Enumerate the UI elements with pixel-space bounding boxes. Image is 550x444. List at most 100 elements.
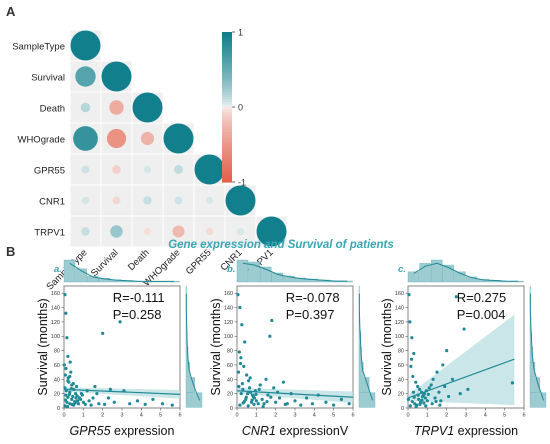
colorbar-segment <box>222 152 232 156</box>
colorbar-segment <box>222 132 232 136</box>
colorbar-segment <box>222 49 232 53</box>
hist-top-bar <box>454 271 466 283</box>
data-point <box>95 392 99 396</box>
data-point <box>426 392 430 396</box>
colorbar-segment <box>222 174 232 178</box>
x-tick-label: 4 <box>313 413 316 419</box>
hist-top-bar <box>407 271 420 283</box>
colorbar-segment <box>222 92 232 96</box>
data-point <box>416 384 420 389</box>
data-point <box>103 402 107 407</box>
data-point <box>416 393 420 397</box>
hist-top-bar <box>419 263 431 283</box>
x-tick-label: 5 <box>332 413 335 419</box>
data-point <box>434 399 438 404</box>
y-axis-label: Survival (months) <box>380 298 394 395</box>
x-tick-label: 6 <box>178 413 181 419</box>
data-point <box>66 376 70 380</box>
data-point <box>76 402 81 406</box>
data-point <box>62 363 66 367</box>
y-tick-label: 40 <box>227 377 233 383</box>
y-tick-label: 120 <box>395 320 404 326</box>
data-point <box>289 392 293 396</box>
data-point <box>151 397 155 401</box>
y-tick-label: 40 <box>398 377 404 383</box>
data-point <box>65 404 70 409</box>
data-point <box>258 383 262 387</box>
data-point <box>68 360 72 364</box>
data-point <box>78 397 83 401</box>
colorbar-segment <box>222 134 232 138</box>
data-point <box>439 399 443 403</box>
data-point <box>305 396 309 400</box>
y-tick-label: 140 <box>395 306 404 312</box>
colorbar-segment <box>222 162 232 166</box>
y-axis-label: Survival (months) <box>36 298 50 395</box>
data-point <box>420 394 425 399</box>
colorbar-segment <box>222 44 232 48</box>
data-point <box>97 402 101 406</box>
data-point <box>108 387 112 391</box>
y-tick-label: 60 <box>54 363 60 369</box>
corr-circle <box>80 102 91 113</box>
corr-circle <box>112 196 121 205</box>
y-tick-label: 160 <box>395 291 404 297</box>
panel-letter: b. <box>227 264 235 275</box>
x-axis-label: TRPV1 expression <box>414 424 518 438</box>
row-label: GPR55 <box>34 166 65 177</box>
y-tick-label: 160 <box>51 291 60 297</box>
regression-line <box>63 388 181 395</box>
colorbar-tick-label: -1 <box>238 178 246 188</box>
data-point <box>251 394 256 399</box>
hist-top-bar <box>431 259 443 283</box>
x-axis-gene: GPR55 <box>70 424 111 438</box>
corr-circle <box>140 131 155 146</box>
colorbar-segment <box>222 169 232 173</box>
section-b-title: Gene expression and Survival of patients <box>168 239 394 251</box>
data-point <box>466 387 470 391</box>
colorbar-segment <box>222 74 232 78</box>
data-point <box>411 374 415 379</box>
colorbar-segment <box>222 54 232 58</box>
colorbar-segment <box>222 149 232 153</box>
data-point <box>106 396 111 400</box>
x-tick-label: 1 <box>255 413 258 419</box>
data-point <box>433 396 437 400</box>
corr-circle <box>106 128 127 149</box>
data-point <box>429 383 433 387</box>
data-point <box>252 402 256 407</box>
row-label: Survival <box>31 73 65 84</box>
hist-top-bar <box>75 268 87 283</box>
data-point <box>422 401 426 405</box>
colorbar-segment <box>222 137 232 141</box>
data-point <box>64 366 68 371</box>
colorbar-segment <box>222 147 232 151</box>
data-point <box>248 376 252 380</box>
panel-label-a: A <box>6 4 16 19</box>
hist-top-kde <box>69 262 175 282</box>
data-point <box>93 384 97 389</box>
y-tick-label: 60 <box>398 363 404 369</box>
data-point <box>419 390 424 394</box>
colorbar-tick-label: 0 <box>238 103 243 113</box>
data-point <box>417 397 421 401</box>
data-point <box>254 392 258 396</box>
x-tick-label: 2 <box>274 413 277 419</box>
colorbar-segment <box>222 52 232 56</box>
colorbar-segment <box>222 117 232 121</box>
colorbar-segment <box>222 124 232 128</box>
data-point <box>240 382 245 386</box>
hist-top-kde <box>242 262 348 282</box>
data-point <box>83 402 87 407</box>
stat-p: P=0.397 <box>286 307 335 322</box>
data-point <box>424 389 428 393</box>
data-point <box>423 396 427 400</box>
data-point <box>454 295 458 299</box>
corr-circle <box>70 30 101 61</box>
hist-right-bar <box>358 377 370 393</box>
x-tick-label: 6 <box>351 413 354 419</box>
colorbar-segment <box>222 77 232 81</box>
colorbar-segment <box>222 164 232 168</box>
